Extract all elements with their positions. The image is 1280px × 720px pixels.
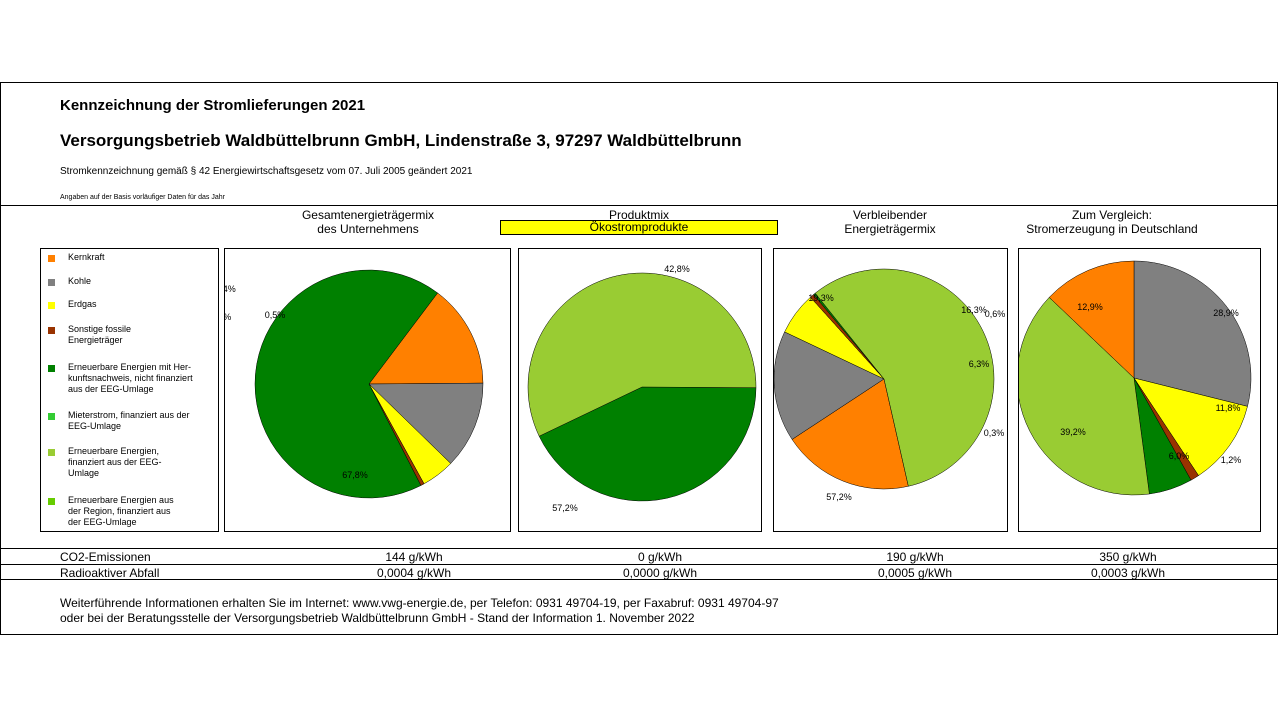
- pie-data-label: 12,4%: [225, 284, 236, 294]
- pie-slice: [1048, 260, 1135, 379]
- legend-swatch: [48, 413, 55, 420]
- legend-label: Erdgas: [68, 299, 97, 309]
- legend-swatch: [48, 498, 55, 505]
- pie-slice: [1133, 260, 1252, 407]
- pie-slice: [814, 268, 995, 487]
- product-highlight-box: Ökostromprodukte: [500, 220, 778, 235]
- pie-slice: [774, 331, 885, 440]
- legal-subtitle: Stromkennzeichnung gemäß § 42 Energiewir…: [60, 166, 473, 177]
- pie-chart-company: 14,6%12,4%4,7%0,5%67,8%: [224, 248, 511, 532]
- legend-label: Erneuerbare Energien aus der Region, fin…: [68, 495, 174, 527]
- pie-slice: [368, 292, 484, 385]
- pie-data-label: 0,3%: [984, 428, 1005, 438]
- pie-data-label: 6,0%: [1169, 451, 1190, 461]
- pie-slice: [538, 386, 757, 502]
- legend-swatch: [48, 279, 55, 286]
- chart-legend: Kernkraft Kohle Erdgas Sonstige fossile …: [40, 248, 219, 532]
- pie-slice: [368, 382, 484, 464]
- pie-slice: [1019, 297, 1150, 496]
- divider-rows-top: [0, 548, 1278, 549]
- footer-info-line: Weiterführende Informationen erhalten Si…: [60, 596, 779, 610]
- column-header-line1: Zum Vergleich:: [1071, 208, 1153, 222]
- legend-label: Sonstige fossile Energieträger: [68, 324, 132, 345]
- pie-svg: 19,3% 16,3% 6,3% 0,6% 0,3% 57,2%: [774, 268, 1006, 502]
- pie-chart-remaining: 19,3% 16,3% 6,3% 0,6% 0,3% 57,2%: [773, 248, 1008, 532]
- company-title: Versorgungsbetrieb Waldbüttelbrunn GmbH,…: [60, 131, 742, 150]
- pie-data-label: 0,6%: [985, 309, 1006, 319]
- column-header-line2: Energieträgermix: [844, 222, 936, 236]
- pie-data-label: 28,9%: [1213, 308, 1239, 318]
- row-label-waste: Radioaktiver Abfall: [60, 566, 160, 580]
- pie-data-label: 1,2%: [1221, 455, 1242, 465]
- legend-label: Kernkraft: [68, 252, 105, 262]
- waste-value: 0,0000 g/kWh: [622, 566, 698, 580]
- pie-data-label: 19,3%: [808, 293, 834, 303]
- divider-header: [0, 205, 1278, 206]
- pie-chart-germany: 28,9% 11,8% 1,2% 6,0% 39,2% 12,9%: [1018, 248, 1261, 532]
- legend-swatch: [48, 327, 55, 334]
- legend-swatch: [48, 449, 55, 456]
- column-header-line1: Produktmix: [608, 208, 670, 222]
- pie-data-label: 11,8%: [1216, 403, 1241, 413]
- column-header-line1: Gesamtenergieträgermix: [301, 208, 435, 222]
- pie-svg: 14,6%12,4%4,7%0,5%67,8%: [225, 269, 484, 499]
- waste-value: 0,0005 g/kWh: [877, 566, 953, 580]
- page-title: Kennzeichnung der Stromlieferungen 2021: [60, 97, 366, 114]
- pie-data-label: 12,9%: [1077, 302, 1103, 312]
- co2-value: 190 g/kWh: [886, 550, 944, 564]
- legend-label: Erneuerbare Energien mit Her-kunftsnachw…: [68, 362, 193, 394]
- column-header-company: Gesamtenergieträgermix des Unternehmens: [268, 208, 468, 236]
- legend-swatch: [48, 302, 55, 309]
- pie-data-label: 0,5%: [265, 310, 286, 320]
- column-header-product: Produktmix: [539, 208, 739, 222]
- pie-data-label: 67,8%: [342, 470, 368, 480]
- document-frame: [0, 82, 1278, 635]
- divider-rows-middle: [0, 564, 1278, 565]
- pie-data-label: 4,7%: [225, 312, 231, 322]
- pie-data-label: 39,2%: [1060, 427, 1086, 437]
- pie-slice: [254, 269, 438, 499]
- column-header-line1: Verbleibender: [852, 208, 928, 222]
- column-header-germany: Zum Vergleich: Stromerzeugung in Deutsch…: [1012, 208, 1212, 236]
- pie-chart-product: 42,8% 57,2%: [518, 248, 762, 532]
- pie-data-label: 57,2%: [826, 492, 852, 502]
- waste-value: 0,0003 g/kWh: [1090, 566, 1166, 580]
- pie-data-label: 42,8%: [664, 264, 690, 274]
- column-header-remaining: Verbleibender Energieträgermix: [790, 208, 990, 236]
- row-label-co2: CO2-Emissionen: [60, 550, 151, 564]
- legend-label: Erneuerbare Energien, finanziert aus der…: [68, 446, 162, 478]
- waste-value: 0,0004 g/kWh: [376, 566, 452, 580]
- pie-slice: [791, 378, 909, 490]
- pie-data-label: 57,2%: [552, 503, 578, 513]
- pie-slice: [1133, 377, 1248, 476]
- legend-swatch: [48, 365, 55, 372]
- legend-swatch: [48, 255, 55, 262]
- legend-label: Kohle: [68, 276, 92, 286]
- pie-svg: 28,9% 11,8% 1,2% 6,0% 39,2% 12,9%: [1019, 260, 1252, 496]
- footer-info-line: oder bei der Beratungsstelle der Versorg…: [60, 611, 695, 625]
- divider-rows-bottom: [0, 579, 1278, 580]
- column-header-line2: des Unternehmens: [317, 222, 419, 236]
- co2-value: 350 g/kWh: [1099, 550, 1157, 564]
- co2-value: 0 g/kWh: [637, 550, 682, 564]
- pie-data-label: 16,3%: [961, 305, 987, 315]
- data-basis-note: Angaben auf der Basis vorläufiger Daten …: [60, 194, 225, 201]
- pie-data-label: 6,3%: [969, 359, 990, 369]
- co2-value: 144 g/kWh: [385, 550, 443, 564]
- pie-svg: 42,8% 57,2%: [527, 264, 757, 513]
- pie-slice: [527, 272, 757, 437]
- legend-label: Mieterstrom, finanziert aus der EEG-Umla…: [68, 410, 190, 431]
- column-header-line2: Stromerzeugung in Deutschland: [1026, 222, 1198, 236]
